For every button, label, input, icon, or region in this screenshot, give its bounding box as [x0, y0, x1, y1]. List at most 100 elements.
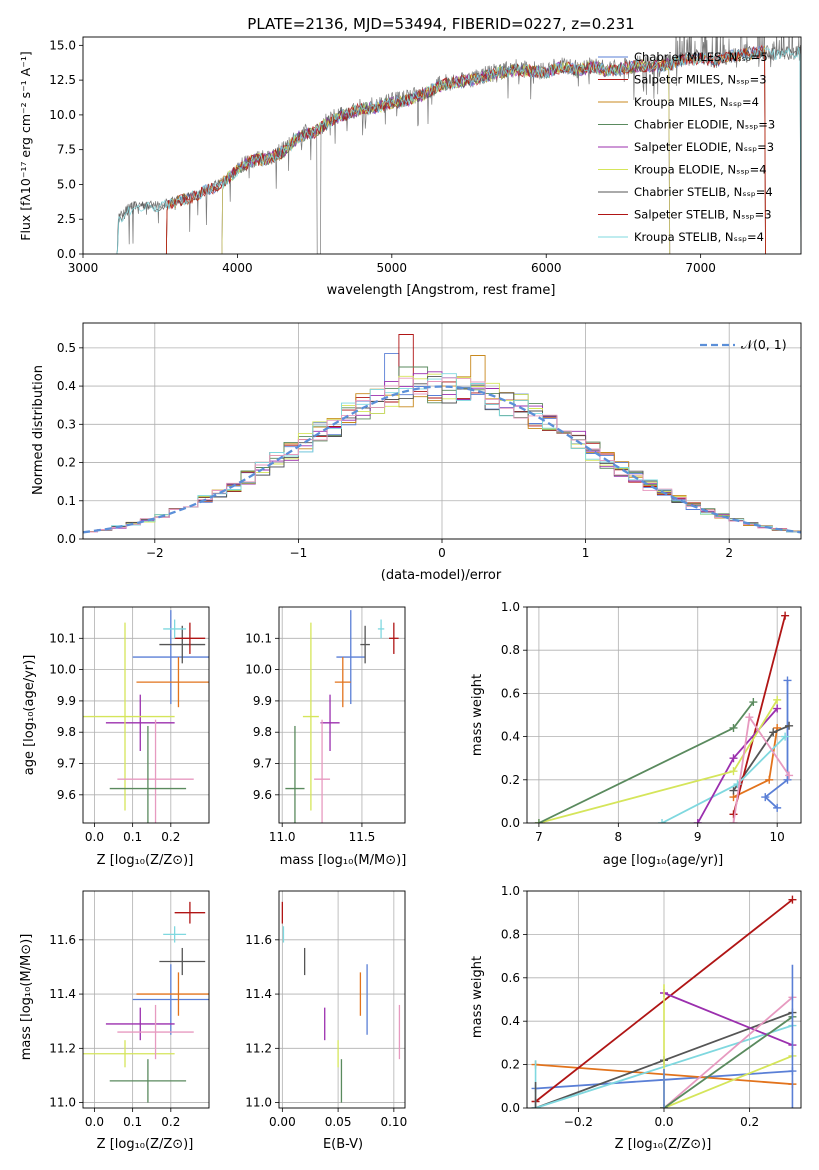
spectrum-legend-label: Salpeter MILES, Nₛₛₚ=3 [634, 73, 767, 87]
residuals-ytick-label: 0.5 [57, 341, 76, 355]
residuals-ytick-label: 0.3 [57, 417, 76, 431]
spectrum-xtick-label: 7000 [685, 261, 716, 275]
weight-vs-Z-ytick-label: 0.2 [501, 1058, 520, 1072]
mass-vs-Z-plot-area [83, 901, 209, 1103]
spectrum-xtick-label: 3000 [68, 261, 99, 275]
residuals-panel [79, 322, 802, 543]
weight-vs-age-point-marker [729, 786, 738, 795]
spectrum-frame [82, 36, 802, 255]
age-vs-Z-xlabel: Z [log₁₀(Z/Z⊙)] [97, 853, 194, 868]
weight-vs-age-plot-area [534, 611, 794, 823]
weight-vs-age-series-line [763, 680, 789, 809]
residuals-xtick-label: 0 [438, 546, 446, 560]
weight-vs-age-point-marker [761, 793, 770, 802]
mass-vs-EBV-xtick-label: 0.00 [269, 1115, 296, 1129]
weight-vs-Z-ytick-label: 1.0 [501, 884, 520, 898]
spectrum-legend-label: Salpeter ELODIE, Nₛₛₚ=3 [634, 140, 774, 154]
weight-vs-age-xtick-label: 7 [535, 830, 543, 844]
mass-vs-Z-ytick-label: 11.2 [49, 1041, 76, 1055]
age-vs-mass-plot-area [285, 610, 399, 823]
mass-vs-Z-xtick-label: 0.1 [123, 1115, 142, 1129]
residuals-frame [82, 322, 802, 540]
weight-vs-age-panel [523, 606, 802, 827]
mass-vs-Z-ytick-label: 11.6 [49, 933, 76, 947]
mass-vs-Z-ylabel: mass [log₁₀(M/M⊙)] [19, 934, 34, 1061]
spectrum-ytick-label: 5.0 [57, 177, 76, 191]
spectrum-ytick-label: 7.5 [57, 143, 76, 157]
age-vs-Z-xtick-label: 0.0 [85, 830, 104, 844]
weight-vs-Z-xtick-label: −0.2 [564, 1115, 593, 1129]
mass-vs-Z-xlabel: Z [log₁₀(Z/Z⊙)] [97, 1137, 194, 1152]
mass-vs-Z-frame [82, 890, 210, 1109]
age-vs-mass-frame [278, 606, 406, 824]
spectrum-ylabel: Flux [fλ10⁻¹⁷ erg cm⁻² s⁻¹ A⁻¹] [18, 51, 33, 240]
age-vs-Z-frame [82, 606, 210, 824]
weight-vs-age-point-marker [729, 819, 738, 823]
residuals-ytick-label: 0.2 [57, 456, 76, 470]
weight-vs-age-ytick-label: 0.2 [501, 773, 520, 787]
age-vs-Z-ytick-label: 9.8 [57, 725, 76, 739]
mass-vs-EBV-xtick-label: 0.05 [325, 1115, 352, 1129]
age-vs-mass-ytick-label: 9.8 [253, 725, 272, 739]
weight-vs-age-point-marker [785, 771, 794, 780]
age-vs-Z-ylabel: age [log₁₀(age/yr)] [22, 655, 37, 776]
weight-vs-age-ytick-label: 0.4 [501, 730, 520, 744]
spectrum-xlabel: wavelength [Angstrom, rest frame] [327, 283, 556, 298]
age-vs-Z-ytick-label: 10.1 [49, 631, 76, 645]
spectrum-xtick-label: 5000 [377, 261, 408, 275]
weight-vs-age-ylabel: mass weight [470, 674, 485, 756]
mass-vs-Z-ytick-label: 11.0 [49, 1096, 76, 1110]
mass-vs-EBV-plot-area [281, 901, 401, 1103]
spectrum-legend-label: Kroupa STELIB, Nₛₛₚ=4 [634, 230, 764, 244]
mass-vs-Z-xtick-label: 0.2 [161, 1115, 180, 1129]
age-vs-Z-ytick-label: 9.7 [57, 757, 76, 771]
residuals-ytick-label: 0.1 [57, 494, 76, 508]
weight-vs-Z-series-line [663, 1055, 793, 1108]
weight-vs-age-point-marker [773, 704, 782, 713]
mass-vs-Z-panel [79, 890, 210, 1112]
weight-vs-age-point-marker [745, 713, 754, 722]
weight-vs-age-series-line [732, 714, 790, 823]
spectrum-ytick-label: 2.5 [57, 212, 76, 226]
mass-vs-EBV-xtick-label: 0.10 [380, 1115, 407, 1129]
weight-vs-age-point-marker [693, 819, 702, 823]
weight-vs-age-point-marker [773, 803, 782, 812]
weight-vs-age-point-marker [729, 754, 738, 763]
weight-vs-Z-ytick-label: 0.6 [501, 971, 520, 985]
weight-vs-age-point-marker [783, 676, 792, 685]
weight-vs-Z-ytick-label: 0.0 [501, 1101, 520, 1115]
spectrum-title: PLATE=2136, MJD=53494, FIBERID=0227, z=0… [247, 15, 634, 33]
age-vs-mass-xtick-label: 11.5 [349, 830, 376, 844]
spectrum-legend-label: Kroupa ELODIE, Nₛₛₚ=4 [634, 163, 767, 177]
residuals-plot-area [83, 334, 801, 535]
residuals-xtick-label: 2 [725, 546, 733, 560]
residuals-ylabel: Normed distribution [31, 365, 46, 495]
weight-vs-Z-series-line [663, 992, 793, 1046]
age-vs-Z-ytick-label: 9.6 [57, 788, 76, 802]
spectrum-legend-label: Chabrier MILES, Nₛₛₚ=5 [634, 50, 768, 64]
age-vs-mass-xlabel: mass [log₁₀(M/M⊙)] [280, 853, 407, 868]
mass-vs-EBV-xlabel: E(B-V) [323, 1137, 363, 1152]
weight-vs-Z-panel [523, 890, 802, 1112]
spectrum-xtick-label: 6000 [531, 261, 562, 275]
weight-vs-Z-ytick-label: 0.8 [501, 927, 520, 941]
spectrum-ytick-label: 15.0 [49, 38, 76, 52]
spectrum-legend-label: Chabrier ELODIE, Nₛₛₚ=3 [634, 118, 775, 132]
mass-vs-EBV-ytick-label: 11.2 [245, 1041, 272, 1055]
gaussian-reference-line [83, 385, 801, 534]
age-vs-mass-ytick-label: 10.1 [245, 631, 272, 645]
spectrum-ytick-label: 0.0 [57, 247, 76, 261]
spectrum-plot-area [116, 37, 801, 254]
weight-vs-age-point-marker [769, 728, 778, 737]
weight-vs-age-point-marker [729, 767, 738, 776]
age-vs-Z-xtick-label: 0.2 [161, 830, 180, 844]
mass-vs-EBV-ytick-label: 11.4 [245, 987, 272, 1001]
spectrum-ytick-label: 10.0 [49, 108, 76, 122]
weight-vs-age-ytick-label: 1.0 [501, 600, 520, 614]
weight-vs-age-ytick-label: 0.6 [501, 686, 520, 700]
weight-vs-age-point-marker [773, 695, 782, 704]
age-vs-Z-plot-area [83, 610, 209, 823]
age-vs-mass-ytick-label: 9.9 [253, 694, 272, 708]
weight-vs-age-point-marker [785, 721, 794, 730]
